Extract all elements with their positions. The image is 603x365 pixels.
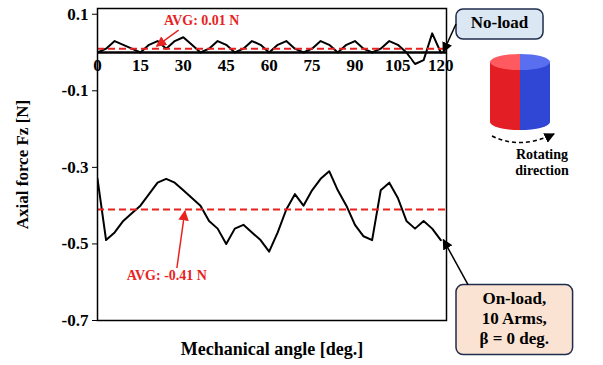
svg-text:Axial force Fz [N]: Axial force Fz [N] — [13, 100, 32, 230]
svg-text:0.1: 0.1 — [67, 5, 88, 24]
svg-text:-0.5: -0.5 — [62, 234, 89, 253]
svg-text:0: 0 — [93, 56, 102, 75]
svg-text:90: 90 — [346, 56, 363, 75]
svg-text:10 Arms,: 10 Arms, — [482, 309, 547, 328]
svg-text:120: 120 — [428, 56, 454, 75]
svg-text:15: 15 — [132, 56, 149, 75]
svg-text:30: 30 — [175, 56, 192, 75]
svg-text:45: 45 — [218, 56, 235, 75]
svg-text:75: 75 — [304, 56, 321, 75]
svg-text:Mechanical angle [deg.]: Mechanical angle [deg.] — [181, 339, 363, 359]
svg-text:AVG: -0.41 N: AVG: -0.41 N — [127, 268, 207, 283]
svg-text:-0.7: -0.7 — [62, 311, 89, 330]
svg-text:On-load,: On-load, — [482, 289, 546, 308]
svg-text:direction: direction — [515, 163, 569, 178]
svg-text:AVG: 0.01 N: AVG: 0.01 N — [164, 13, 240, 28]
svg-text:-0.3: -0.3 — [62, 158, 89, 177]
svg-text:60: 60 — [261, 56, 278, 75]
svg-text:Rotating: Rotating — [516, 147, 568, 162]
svg-text:-0.1: -0.1 — [62, 81, 89, 100]
svg-text:No-load: No-load — [471, 13, 529, 32]
svg-text:β = 0 deg.: β = 0 deg. — [479, 329, 549, 348]
svg-text:105: 105 — [385, 56, 411, 75]
